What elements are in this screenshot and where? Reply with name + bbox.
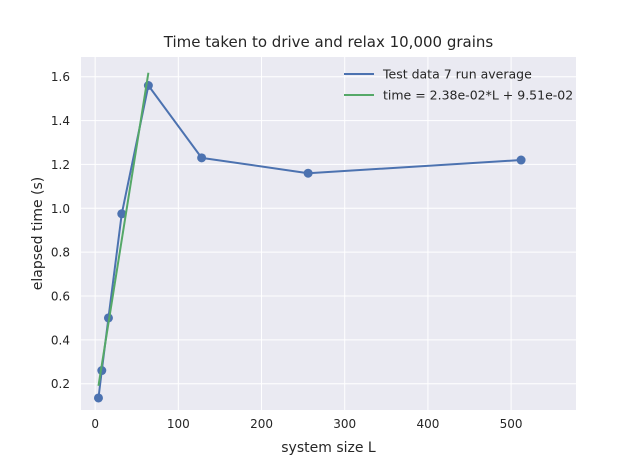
grid-y bbox=[81, 76, 576, 385]
y-tick-labels: 0.2 0.4 0.6 0.8 1.0 1.2 1.4 1.6 bbox=[51, 70, 70, 391]
legend: Test data 7 run average time = 2.38e-02*… bbox=[344, 67, 573, 103]
y-tick-label: 0.6 bbox=[51, 289, 70, 303]
legend-label-test-data: Test data 7 run average bbox=[382, 67, 532, 82]
x-tick-labels: 0 100 200 300 400 500 bbox=[91, 417, 522, 431]
x-tick-label: 0 bbox=[91, 417, 99, 431]
x-tick-label: 200 bbox=[250, 417, 273, 431]
data-point-test-data bbox=[117, 209, 127, 219]
data-point-test-data bbox=[93, 393, 103, 403]
series-line-fit bbox=[97, 72, 150, 386]
x-tick-label: 500 bbox=[500, 417, 523, 431]
plot-area bbox=[81, 57, 576, 410]
series-layer bbox=[93, 72, 526, 403]
y-tick-label: 0.4 bbox=[51, 333, 70, 347]
legend-label-fit: time = 2.38e-02*L + 9.51e-02 bbox=[383, 88, 573, 103]
y-tick-label: 1.6 bbox=[51, 70, 70, 84]
y-tick-label: 1.4 bbox=[51, 114, 70, 128]
data-point-test-data bbox=[516, 155, 526, 165]
y-axis-label: elapsed time (s) bbox=[30, 177, 46, 291]
grid-x bbox=[94, 57, 512, 410]
x-tick-label: 300 bbox=[333, 417, 356, 431]
data-point-test-data bbox=[197, 153, 207, 163]
x-tick-label: 100 bbox=[167, 417, 190, 431]
x-tick-label: 400 bbox=[416, 417, 439, 431]
y-tick-label: 1.2 bbox=[51, 158, 70, 172]
y-tick-label: 1.0 bbox=[51, 202, 70, 216]
data-point-test-data bbox=[303, 168, 313, 178]
y-tick-label: 0.2 bbox=[51, 377, 70, 391]
y-tick-label: 0.8 bbox=[51, 246, 70, 260]
x-axis-label: system size L bbox=[281, 440, 376, 456]
chart-title: Time taken to drive and relax 10,000 gra… bbox=[163, 33, 494, 51]
